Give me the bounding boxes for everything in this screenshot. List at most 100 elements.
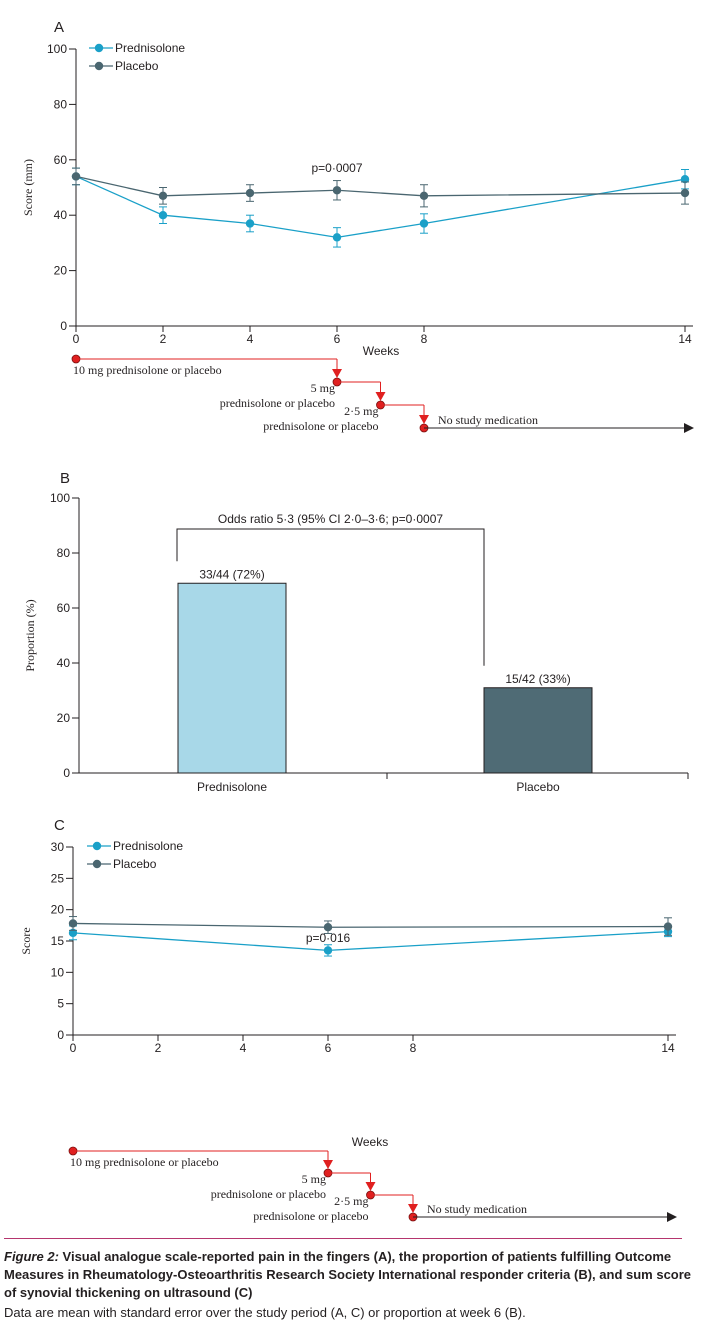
panel-a-y-tick-label: 80 — [54, 97, 68, 111]
panel-a-y-tick-label: 20 — [54, 264, 68, 278]
panel-a-x-tick-label: 4 — [247, 332, 254, 346]
panel-c-y-tick-label: 0 — [57, 1028, 64, 1042]
panel-c-legend-marker — [92, 841, 102, 851]
panel-c-series-line-1 — [72, 922, 669, 928]
panel-a-y-tick-label: 40 — [54, 208, 68, 222]
panel-a-point — [680, 188, 690, 198]
panel-a-legend-marker — [94, 43, 104, 53]
panel-a-schedule-label: 2·5 mg — [344, 404, 378, 418]
panel-c-schedule-label: No study medication — [427, 1202, 527, 1216]
panel-c-legend-label: Prednisolone — [113, 839, 183, 853]
panel-a-legend-marker — [94, 61, 104, 71]
panel-b-bar-label: 33/44 (72%) — [199, 567, 264, 581]
panel-a-point — [71, 172, 81, 181]
panel-c-x-tick-label: 14 — [661, 1041, 675, 1055]
panel-c-point — [663, 922, 673, 931]
panel-c-point — [68, 919, 78, 928]
panel-b-y-tick-label: 80 — [57, 546, 71, 560]
panel-a-point — [158, 191, 168, 201]
panel-c-point — [323, 923, 333, 932]
panel-b-y-tick-label: 40 — [57, 656, 71, 670]
panel-c-schedule-label: prednisolone or placebo — [211, 1187, 326, 1201]
panel-b-category-label: Prednisolone — [197, 780, 267, 794]
panel-a-schedule-arrow — [419, 415, 429, 424]
panel-c-y-tick-label: 30 — [51, 840, 65, 854]
caption-text: Visual analogue scale-reported pain in t… — [4, 1249, 692, 1300]
panel-c-y-axis-label: Score — [19, 927, 33, 954]
panel-a-x-axis-label: Weeks — [363, 344, 399, 358]
panel-a-schedule-label: 5 mg — [311, 381, 335, 395]
panel-c-y-tick-label: 20 — [51, 903, 65, 917]
panel-c-annotation: p=0·016 — [306, 931, 351, 945]
panel-a-x-tick-label: 0 — [73, 332, 80, 346]
panel-b-category-label: Placebo — [516, 780, 560, 794]
panel-b-y-tick-label: 0 — [63, 766, 70, 780]
panel-a-schedule-arrow — [375, 392, 386, 401]
panel-a-y-axis-label: Score (mm) — [21, 159, 35, 216]
panel-c-schedule-arrow — [365, 1182, 376, 1191]
panel-b-bracket — [176, 528, 485, 666]
panel-c-schedule-arrow — [323, 1160, 333, 1169]
panel-a-point — [680, 174, 690, 184]
panel-b-y-tick-label: 100 — [50, 491, 70, 505]
panel-a-legend-label: Placebo — [115, 59, 159, 73]
panel-b-y-tick-label: 20 — [57, 711, 71, 725]
panel-c-y-tick-label: 15 — [51, 934, 65, 948]
panel-b-bracket-label: Odds ratio 5·3 (95% CI 2·0–3·6; p=0·0007 — [218, 512, 443, 526]
panel-c-x-tick-label: 6 — [325, 1041, 332, 1055]
caption-rule — [4, 1238, 682, 1239]
panel-a-point — [332, 233, 342, 242]
panel-a-point — [332, 186, 342, 195]
panel-b-bar — [483, 687, 593, 774]
panel-a-y-tick-label: 60 — [54, 153, 68, 167]
panel-c-schedule-label: 10 mg prednisolone or placebo — [70, 1155, 219, 1169]
panel-a-point — [419, 219, 429, 228]
panel-c-y-tick-label: 25 — [51, 871, 65, 885]
panel-a-point — [245, 188, 255, 198]
panel-c-x-tick-label: 2 — [155, 1041, 162, 1055]
panel-a-schedule-arrow — [332, 369, 342, 378]
panel-a-series-line-0 — [75, 175, 686, 239]
panel-a-schedule-label: 10 mg prednisolone or placebo — [73, 363, 222, 377]
panel-c-legend-marker — [92, 859, 102, 869]
panel-b-y-tick-label: 60 — [57, 601, 71, 615]
panel-c-legend-label: Placebo — [113, 857, 157, 871]
panel-a-annotation: p=0·0007 — [311, 161, 362, 175]
panel-a-x-tick-label: 6 — [334, 332, 341, 346]
panel-c-series-line-0 — [72, 930, 669, 952]
panel-a-point — [158, 211, 168, 220]
panel-c-x-tick-label: 8 — [410, 1041, 417, 1055]
panel-a-schedule-label: No study medication — [438, 413, 538, 427]
panel-b-bar-label: 15/42 (33%) — [505, 672, 570, 686]
panel-c-schedule-label: prednisolone or placebo — [253, 1209, 368, 1223]
panel-a-point — [245, 219, 255, 228]
panel-a-point — [419, 191, 429, 201]
panel-c-label: C — [54, 817, 65, 834]
panel-a-y-tick-label: 0 — [60, 319, 67, 333]
panel-a-schedule-arrow — [684, 423, 694, 433]
panel-c-x-tick-label: 4 — [240, 1041, 247, 1055]
panel-a-x-tick-label: 14 — [678, 332, 692, 346]
panel-b-y-axis-label: Proportion (%) — [23, 599, 37, 671]
panel-a-series-line-1 — [75, 175, 686, 197]
panel-c-schedule-label: 2·5 mg — [334, 1194, 368, 1208]
caption-note: Data are mean with standard error over t… — [4, 1305, 526, 1320]
panel-b-bar — [177, 582, 287, 774]
panel-c-y-tick-label: 5 — [57, 997, 64, 1011]
panel-c-schedule-arrow — [667, 1212, 677, 1222]
panel-c-schedule-label: 5 mg — [302, 1172, 326, 1186]
panel-c-x-axis-label: Weeks — [352, 1135, 388, 1149]
panel-a-label: A — [54, 19, 64, 36]
panel-a-x-tick-label: 2 — [160, 332, 167, 346]
panel-c-x-tick-label: 0 — [70, 1041, 77, 1055]
panel-a-x-tick-label: 8 — [421, 332, 428, 346]
figure-caption: Figure 2: Visual analogue scale-reported… — [4, 1248, 704, 1302]
caption-label: Figure 2: — [4, 1249, 59, 1264]
panel-c-y-tick-label: 10 — [51, 965, 65, 979]
panel-a-legend-label: Prednisolone — [115, 41, 185, 55]
panel-c-schedule-arrow — [408, 1204, 418, 1213]
panel-a-schedule-label: prednisolone or placebo — [220, 396, 335, 410]
panel-c-point — [323, 946, 333, 955]
panel-b-label: B — [60, 470, 70, 487]
